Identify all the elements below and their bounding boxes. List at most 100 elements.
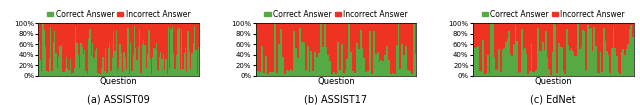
Bar — [526, 54, 527, 76]
Bar — [100, 74, 101, 76]
Bar — [81, 23, 83, 47]
Bar — [297, 58, 299, 76]
Bar — [84, 23, 86, 50]
Bar — [332, 74, 333, 76]
Bar — [150, 59, 151, 76]
Bar — [386, 46, 388, 76]
Bar — [184, 23, 185, 53]
Bar — [401, 44, 403, 76]
Bar — [177, 30, 179, 76]
Bar — [282, 23, 284, 57]
Bar — [500, 72, 502, 76]
Bar — [606, 51, 608, 76]
Bar — [141, 23, 143, 44]
Bar — [608, 55, 609, 76]
Bar — [102, 57, 104, 76]
Bar — [405, 23, 407, 46]
Bar — [490, 24, 492, 76]
Bar — [396, 45, 397, 76]
Bar — [92, 23, 93, 43]
Bar — [135, 23, 136, 48]
Bar — [176, 23, 177, 55]
Bar — [606, 23, 608, 51]
Bar — [584, 31, 586, 76]
Bar — [375, 54, 377, 76]
Bar — [267, 23, 269, 74]
Bar — [486, 23, 487, 73]
Bar — [172, 26, 173, 76]
Bar — [339, 70, 340, 76]
Bar — [141, 44, 143, 76]
Bar — [479, 72, 481, 76]
Bar — [479, 23, 481, 72]
Bar — [152, 57, 154, 76]
Bar — [354, 73, 356, 76]
Bar — [189, 51, 190, 76]
Bar — [358, 49, 360, 76]
Bar — [490, 23, 492, 24]
Bar — [333, 23, 335, 72]
Bar — [571, 23, 572, 48]
Bar — [271, 23, 273, 72]
Bar — [182, 23, 184, 69]
Bar — [159, 23, 160, 57]
Bar — [292, 71, 293, 76]
Bar — [288, 71, 290, 76]
Bar — [145, 23, 146, 45]
Bar — [269, 23, 271, 72]
Bar — [333, 72, 335, 76]
Bar — [124, 23, 125, 52]
Bar — [265, 23, 267, 56]
Bar — [127, 28, 129, 76]
Bar — [303, 42, 305, 76]
Bar — [587, 23, 589, 25]
Bar — [122, 23, 124, 72]
Bar — [492, 23, 493, 24]
Bar — [124, 52, 125, 76]
Bar — [186, 71, 188, 76]
Bar — [118, 23, 120, 68]
Bar — [41, 23, 42, 71]
Bar — [531, 44, 532, 76]
Bar — [175, 23, 176, 70]
Bar — [619, 74, 621, 76]
Bar — [80, 43, 81, 76]
Bar — [314, 52, 316, 76]
Bar — [348, 24, 350, 76]
Bar — [156, 43, 157, 76]
Bar — [415, 54, 417, 76]
Bar — [168, 27, 169, 76]
Bar — [543, 50, 545, 76]
X-axis label: Question: Question — [534, 77, 572, 86]
Bar — [521, 23, 523, 29]
Bar — [105, 23, 106, 48]
Bar — [553, 23, 555, 24]
Bar — [503, 23, 505, 48]
Bar — [505, 42, 506, 76]
Bar — [305, 70, 307, 76]
Bar — [47, 72, 49, 76]
Bar — [38, 23, 40, 41]
Bar — [592, 51, 593, 76]
Bar — [539, 23, 540, 51]
Bar — [523, 50, 524, 76]
Bar — [126, 69, 127, 76]
Bar — [474, 48, 476, 76]
Bar — [536, 23, 537, 70]
Bar — [571, 48, 572, 76]
Bar — [548, 23, 550, 70]
Bar — [194, 26, 195, 76]
Bar — [500, 23, 502, 72]
Bar — [170, 29, 172, 76]
Bar — [630, 25, 632, 76]
Bar — [52, 23, 54, 42]
Bar — [63, 23, 65, 72]
Bar — [553, 24, 555, 76]
Bar — [185, 23, 186, 48]
Bar — [350, 52, 352, 76]
Bar — [156, 23, 157, 43]
Bar — [42, 23, 44, 24]
Bar — [566, 29, 568, 76]
Bar — [373, 31, 375, 76]
Bar — [534, 23, 536, 72]
